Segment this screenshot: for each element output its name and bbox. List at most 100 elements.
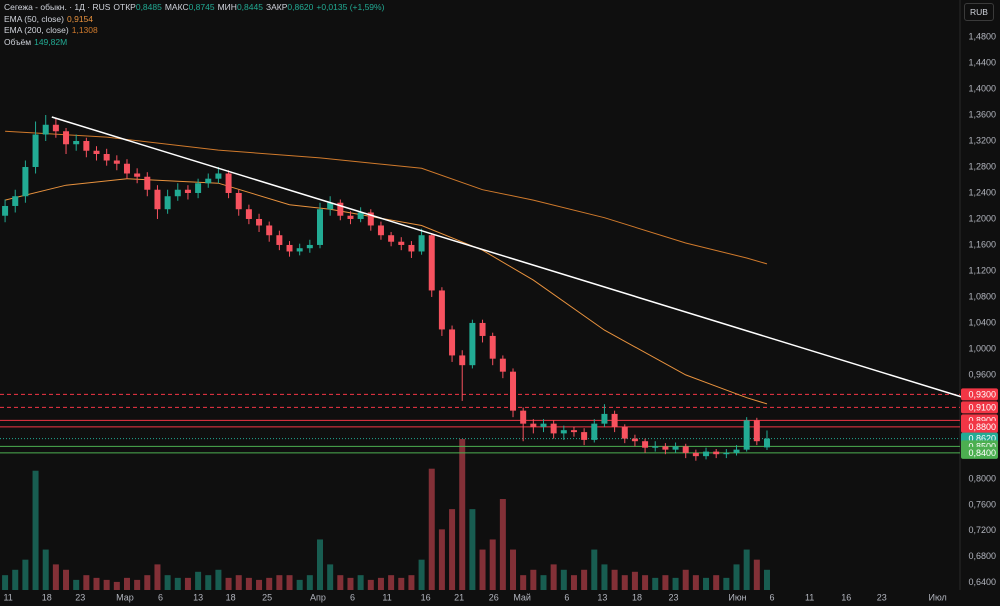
y-tick-label: 1,1600 (968, 239, 996, 249)
currency-button[interactable]: RUB (964, 3, 994, 21)
price-level-label: 0,9300 (968, 389, 996, 399)
candle-body (398, 241, 405, 245)
candle-body (530, 423, 537, 427)
volume-bar (245, 577, 252, 590)
candle-body (184, 189, 191, 193)
volume-bar (581, 569, 588, 590)
volume-bar (418, 559, 425, 590)
volume-bar (164, 575, 171, 590)
volume-bar (703, 577, 710, 590)
volume-bar (672, 577, 679, 590)
volume-bar (235, 575, 242, 590)
volume-bar (631, 571, 638, 590)
candle-body (337, 202, 344, 216)
x-tick-label: 13 (193, 592, 203, 602)
volume-bar (2, 575, 9, 590)
candle-body (672, 446, 679, 450)
y-tick-label: 0,7600 (968, 499, 996, 509)
candle-body (306, 244, 313, 249)
candle-body (550, 423, 557, 434)
indicator-name: EMA (50, close) (4, 13, 64, 24)
candle-body (144, 176, 151, 190)
candle-body (42, 124, 49, 135)
volume-bar (642, 575, 649, 590)
ema-line (4, 178, 768, 405)
y-tick-label: 1,2000 (968, 213, 996, 223)
volume-bar (621, 575, 628, 590)
volume-bar (489, 539, 496, 590)
volume-bar (438, 529, 445, 590)
candle-body (225, 173, 232, 193)
y-tick-label: 0,7200 (968, 525, 996, 535)
candle-body (235, 192, 242, 210)
volume-bar (113, 581, 120, 590)
candle-body (703, 451, 710, 457)
volume-bar (367, 579, 374, 590)
volume-bar (225, 577, 232, 590)
volume-bar (174, 577, 181, 590)
candle-body (377, 225, 384, 236)
x-tick-label: 18 (632, 592, 642, 602)
x-tick-label: 11 (805, 592, 814, 602)
legend-row: EMA (50, close) 0,9154 (4, 14, 387, 26)
volume-bar (733, 564, 740, 590)
volume-bar (42, 549, 49, 590)
price-level-tag (961, 401, 998, 414)
volume-bar (184, 577, 191, 590)
volume-name: Объём (4, 36, 32, 47)
candle-body (388, 235, 395, 242)
candle-body (581, 432, 588, 440)
volume-bar (195, 571, 202, 590)
volume-bar (459, 439, 466, 590)
y-tick-label: 1,4000 (968, 83, 996, 93)
candle-body (743, 420, 750, 450)
candle-body (347, 215, 354, 219)
volume-bar (611, 569, 618, 590)
y-tick-label: 1,4800 (968, 31, 996, 41)
legend-row: Объём 149,82М (4, 37, 387, 49)
x-tick-label: Апр (310, 592, 326, 602)
volume-bar (408, 575, 415, 590)
volume-bar (662, 575, 669, 590)
volume-bar (601, 564, 608, 590)
candle-body (520, 410, 527, 424)
volume-bar (713, 575, 720, 590)
ohlc-value: 0,8445 (236, 2, 263, 12)
volume-bar (154, 564, 161, 590)
y-tick-label: 0,9600 (968, 369, 996, 379)
volume-bar (134, 579, 141, 590)
candle-body (540, 423, 547, 427)
volume-bar (591, 549, 598, 590)
candle-body (2, 205, 9, 216)
volume-bar (753, 559, 760, 590)
candle-body (103, 153, 110, 161)
candle-body (286, 244, 293, 252)
indicator-value: 1,1308 (71, 25, 98, 35)
x-tick-label: 6 (564, 592, 569, 602)
candle-body (256, 218, 263, 226)
candle-body (357, 212, 364, 219)
candle-body (570, 430, 577, 433)
candle-body (449, 329, 456, 356)
volume-bar (12, 569, 19, 590)
candle-body (93, 150, 100, 154)
candle-body (713, 451, 720, 455)
volume-bar (32, 470, 39, 590)
volume-bar (73, 579, 80, 590)
symbol-title: Сегежа - обыкн. · 1Д · RUS (4, 2, 111, 12)
volume-bar (377, 577, 384, 590)
candle-body (154, 189, 161, 210)
candle-body (195, 183, 202, 193)
price-level-tag (961, 420, 998, 433)
x-tick-label: 11 (382, 592, 391, 602)
ema-line (5, 130, 768, 265)
y-tick-label: 1,2400 (968, 187, 996, 197)
price-level-label: 0,9100 (968, 402, 996, 412)
candle-body (296, 248, 303, 252)
candle-body (266, 225, 273, 236)
volume-bar (570, 575, 577, 590)
ohlc-label: ОТКР (113, 2, 136, 12)
x-tick-label: 18 (226, 592, 236, 602)
candle-body (510, 371, 517, 411)
x-tick-label: 6 (770, 592, 775, 602)
